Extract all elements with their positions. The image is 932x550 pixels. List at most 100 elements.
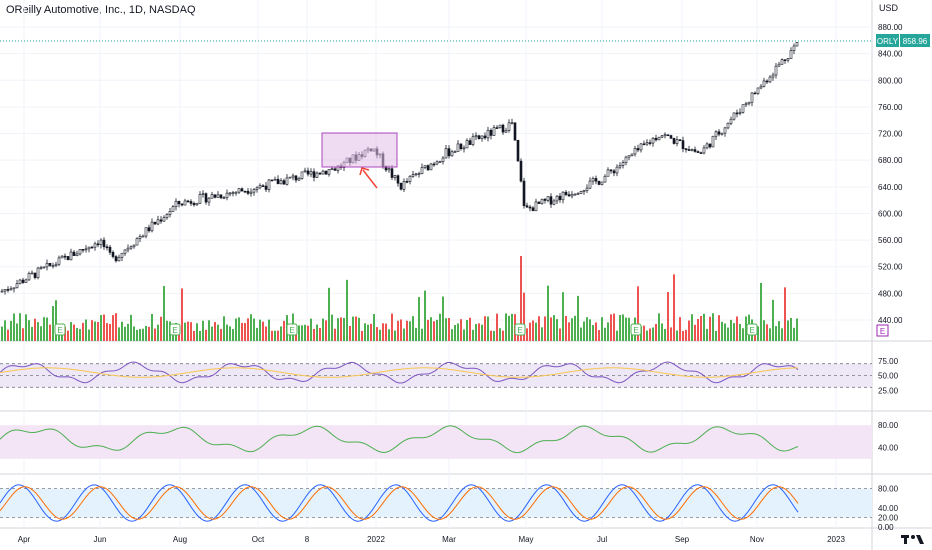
indicator-lines bbox=[0, 361, 799, 522]
candle-body bbox=[762, 80, 766, 87]
volume-bar bbox=[376, 327, 378, 341]
volume-bar bbox=[145, 325, 147, 341]
volume-bar bbox=[790, 317, 792, 341]
candle-body bbox=[609, 169, 613, 172]
symbol-title[interactable]: OReilly Automotive, Inc., 1D, NASDAQ bbox=[6, 4, 196, 16]
time-tick-label: Jun bbox=[94, 535, 107, 544]
rsi-ma-line bbox=[0, 367, 798, 378]
candle-body bbox=[579, 191, 583, 194]
tradingview-logo[interactable] bbox=[900, 532, 926, 546]
candle-body bbox=[45, 262, 49, 268]
candle-body bbox=[129, 246, 133, 249]
candle-body bbox=[111, 252, 115, 257]
candle-body bbox=[87, 246, 91, 250]
candle-body bbox=[36, 267, 40, 278]
volume-bar bbox=[394, 330, 396, 341]
volume-bar bbox=[277, 330, 279, 341]
volume-bar bbox=[607, 322, 609, 341]
candle-body bbox=[306, 170, 310, 175]
candle-body bbox=[441, 157, 445, 162]
candle-body bbox=[720, 132, 724, 135]
candle-body bbox=[591, 178, 595, 182]
volume-bar bbox=[37, 322, 39, 341]
candle-body bbox=[6, 289, 10, 291]
volume-bar bbox=[223, 316, 225, 341]
candle-body bbox=[522, 180, 526, 206]
volume-bar bbox=[502, 330, 504, 341]
highlight-box[interactable] bbox=[321, 132, 398, 168]
volume-bar bbox=[79, 329, 81, 341]
rsi-tick-label: 25.00 bbox=[878, 386, 899, 395]
candle-body bbox=[135, 238, 139, 246]
candle-body bbox=[666, 134, 670, 137]
volume-bar bbox=[619, 315, 621, 341]
volume-bar bbox=[709, 316, 711, 341]
volume-bar bbox=[379, 329, 381, 341]
volume-bar bbox=[655, 324, 657, 341]
volume-bar bbox=[448, 317, 450, 341]
volume-bar bbox=[583, 321, 585, 341]
earnings-marker-label: E bbox=[517, 326, 522, 335]
candle-body bbox=[705, 143, 709, 149]
volume-bar bbox=[433, 321, 435, 341]
volume-bar bbox=[586, 317, 588, 341]
candle-body bbox=[501, 124, 505, 133]
volume-bar bbox=[439, 313, 441, 341]
volume-bar bbox=[103, 314, 105, 341]
volume-bar bbox=[478, 323, 480, 341]
volume-bar bbox=[319, 327, 321, 341]
volume-bar bbox=[217, 324, 219, 341]
candle-body bbox=[288, 176, 292, 179]
candle-body bbox=[84, 248, 88, 251]
earnings-marker-label: E bbox=[57, 326, 62, 335]
volume-bar bbox=[358, 317, 360, 341]
volume-bar bbox=[115, 313, 117, 341]
candle-body bbox=[225, 192, 229, 198]
earnings-marker-label: E bbox=[172, 326, 177, 335]
volume-bar bbox=[259, 319, 261, 341]
volume-bar bbox=[91, 320, 93, 341]
candle-body bbox=[396, 175, 400, 184]
volume-bar bbox=[262, 321, 264, 341]
candle-body bbox=[717, 131, 721, 135]
candle-body bbox=[291, 175, 295, 178]
earnings-toggle-icon[interactable] bbox=[876, 324, 889, 337]
volume-bar bbox=[202, 320, 204, 341]
rsi-tick-label: 50.00 bbox=[878, 372, 899, 381]
volume-bar bbox=[109, 323, 111, 341]
volume-bar bbox=[406, 320, 408, 341]
candle-body bbox=[153, 221, 157, 225]
volume-bar bbox=[322, 318, 324, 341]
candle-body bbox=[432, 163, 436, 166]
candle-body bbox=[648, 142, 652, 144]
candle-body bbox=[696, 151, 700, 153]
candle-body bbox=[309, 171, 313, 175]
price-tick-label: 680.00 bbox=[878, 156, 903, 165]
candle-body bbox=[783, 59, 787, 62]
candle-body bbox=[687, 149, 691, 151]
candle-body bbox=[147, 227, 151, 232]
volume-bar bbox=[499, 328, 501, 341]
volume-bar bbox=[205, 329, 207, 341]
volume-bar bbox=[247, 318, 249, 341]
candle-body bbox=[33, 272, 37, 278]
price-tick-label: 800.00 bbox=[878, 76, 903, 85]
rsi-band bbox=[0, 363, 872, 388]
earnings-toggle-label: E bbox=[880, 327, 885, 336]
candle-body bbox=[564, 191, 568, 195]
volume-bar bbox=[166, 320, 168, 341]
volume-bar bbox=[670, 327, 672, 341]
volume-bar bbox=[391, 313, 393, 341]
candle-body bbox=[423, 165, 427, 168]
candle-body bbox=[243, 190, 247, 193]
candle-body bbox=[477, 135, 481, 139]
candle-body bbox=[624, 156, 628, 163]
candle-body bbox=[543, 198, 547, 201]
volume-bar bbox=[70, 322, 72, 341]
volume-bar bbox=[793, 327, 795, 341]
candle-body bbox=[462, 147, 466, 150]
volume-bar bbox=[73, 324, 75, 341]
arrow-annotation[interactable] bbox=[362, 169, 378, 189]
